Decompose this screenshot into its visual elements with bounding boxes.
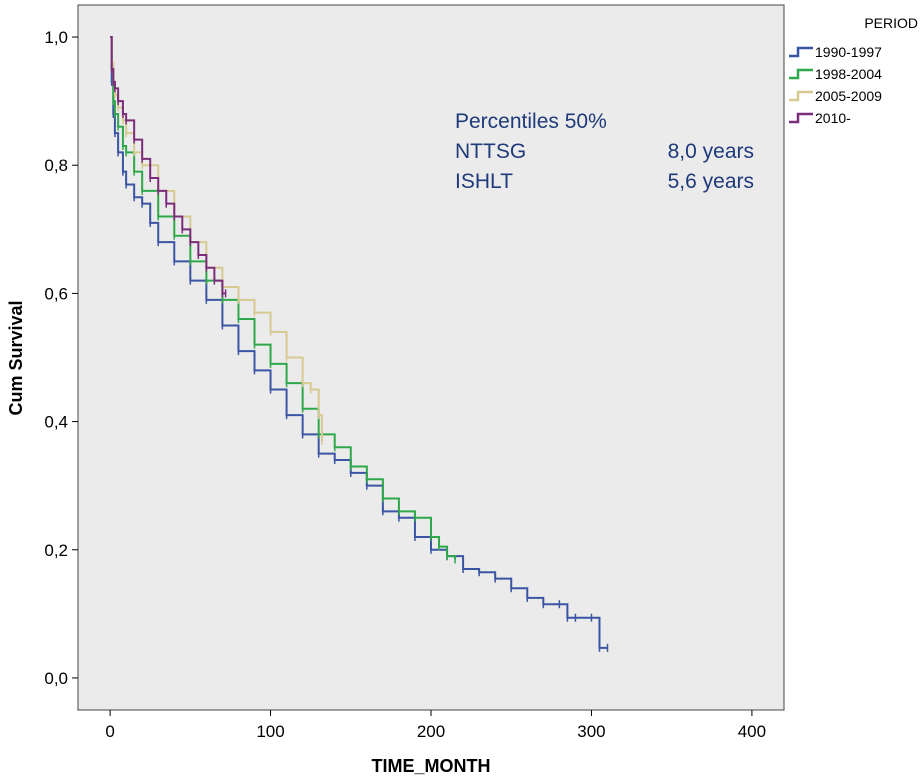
annotation-label: ISHLT (455, 170, 513, 193)
legend-swatch (789, 112, 813, 124)
y-tick-label: 0,6 (44, 284, 68, 303)
y-tick-label: 0,2 (44, 541, 68, 560)
legend-background (785, 0, 921, 322)
legend-label: 2005-2009 (815, 88, 882, 104)
y-tick-label: 0,0 (44, 669, 68, 688)
legend: PERIOD 1990-1997 1998-2004 2005-2009 2010- (785, 0, 921, 322)
survival-curve-1998-2004 (110, 36, 457, 560)
x-tick-label: 300 (577, 722, 605, 741)
annotation-label: NTTSG (455, 140, 526, 163)
y-tick-label: 0,8 (44, 156, 68, 175)
y-tick-label: 0,4 (44, 413, 68, 432)
x-tick-label: 200 (417, 722, 445, 741)
legend-swatch (789, 90, 813, 102)
x-axis: 0 100 200 300 400 (105, 710, 766, 741)
plot-area-background (77, 4, 785, 711)
legend-label: 2010- (815, 110, 851, 126)
annotation-block: Percentiles 50% NTTSG 8,0 years ISHLT 5,6 ye… (455, 110, 754, 193)
annotation-value: 8,0 years (668, 140, 754, 163)
x-tick-label: 0 (105, 722, 114, 741)
annotation-value: 5,6 years (668, 170, 754, 193)
legend-label: 1998-2004 (815, 66, 882, 82)
legend-swatch (789, 46, 813, 58)
y-axis: 0,0 0,2 0,4 0,6 0,8 1,0 (44, 28, 78, 688)
y-axis-title: Cum Survival (6, 300, 26, 415)
y-tick-label: 1,0 (44, 28, 68, 47)
x-tick-label: 400 (738, 722, 766, 741)
x-axis-title: TIME_MONTH (372, 756, 491, 776)
legend-title: PERIOD (864, 15, 918, 31)
x-tick-label: 100 (256, 722, 284, 741)
series-layer (110, 36, 609, 652)
legend-swatch (789, 68, 813, 80)
annotation-label: Percentiles 50% (455, 110, 607, 133)
legend-label: 1990-1997 (815, 44, 882, 60)
